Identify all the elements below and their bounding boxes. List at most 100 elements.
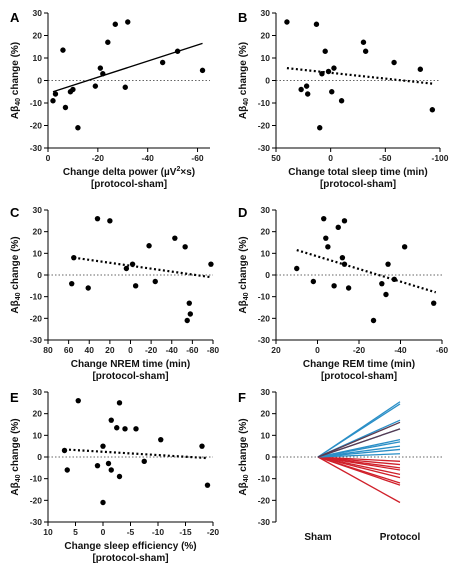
y-tick-label: 30: [33, 387, 43, 397]
y-tick-label: 10: [261, 430, 271, 440]
x-tick-label: -40: [166, 345, 179, 355]
data-point: [94, 462, 101, 469]
x-axis-title: Change sleep efficiency (%): [64, 541, 196, 552]
data-point: [75, 125, 81, 131]
x-axis-subtitle: [protocol-sham]: [320, 179, 396, 190]
y-tick-label: -20: [258, 313, 271, 323]
y-tick-label: 10: [33, 430, 43, 440]
data-point: [129, 261, 136, 267]
data-point: [108, 417, 114, 423]
y-tick-label: 20: [33, 227, 43, 237]
data-point: [341, 218, 348, 224]
data-point: [383, 291, 389, 298]
data-point: [174, 48, 181, 54]
panel-a: A -30 -20 -10 0 10 20 30 Aβ40 change (%) 0 -20 -40 -…: [10, 8, 210, 190]
data-point: [199, 67, 206, 74]
x-tick-label: 0: [46, 153, 51, 163]
increase-line-dark: [317, 428, 401, 458]
x-tick-label: 60: [64, 345, 74, 355]
y-tick-label: 30: [33, 8, 43, 18]
data-point: [204, 482, 211, 488]
y-axis-title: Aβ40 change (%): [238, 236, 250, 313]
data-point: [339, 254, 346, 261]
data-point: [187, 311, 194, 317]
data-point: [385, 261, 391, 267]
data-point: [310, 278, 317, 285]
x-tick-label: -10: [152, 527, 165, 537]
data-point: [92, 83, 99, 89]
data-point: [152, 278, 158, 285]
y-tick-label: 10: [261, 53, 271, 63]
data-point: [313, 21, 320, 27]
x-tick-label: -15: [179, 527, 192, 537]
panel-label: E: [10, 390, 19, 405]
data-point: [105, 39, 111, 45]
x-axis-subtitle: [protocol-sham]: [92, 553, 168, 564]
y-tick-label: 10: [33, 248, 43, 258]
data-point: [294, 265, 300, 272]
x-tick-label: -40: [394, 345, 407, 355]
y-axis-title: Aβ40 change (%): [238, 418, 250, 495]
data-point: [105, 460, 112, 467]
panel-label: F: [238, 390, 246, 405]
x-tick-label: 10: [43, 527, 53, 537]
data-point: [75, 397, 81, 404]
data-point: [305, 91, 311, 97]
increase-line: [317, 453, 401, 458]
panel-label: C: [10, 205, 20, 220]
data-point: [341, 261, 348, 267]
data-point: [429, 107, 436, 113]
data-point: [146, 243, 152, 249]
data-point: [100, 499, 106, 506]
data-point: [331, 65, 337, 71]
trend-line: [296, 249, 437, 294]
x-tick-label: 40: [85, 345, 95, 355]
y-tick-label: -30: [30, 335, 43, 345]
data-point: [85, 285, 91, 291]
x-tick-label: -50: [379, 153, 392, 163]
data-point: [123, 265, 130, 272]
x-axis-title: Change delta power (µV2×s): [63, 166, 195, 178]
y-tick-label: -20: [258, 121, 271, 131]
data-point: [60, 47, 66, 53]
y-tick-label: -30: [30, 143, 43, 153]
data-point: [338, 98, 345, 104]
panel-f: F -30 -20 -10 0 10 20 30 Aβ40 change (%) Sham Prot…: [238, 387, 442, 543]
x-tick-label: 20: [271, 345, 281, 355]
data-point: [303, 83, 310, 89]
data-point: [107, 218, 113, 224]
x-tick-label: -60: [436, 345, 449, 355]
x-tick-label: 5: [73, 527, 78, 537]
x-axis-title: Change NREM time (min): [71, 359, 190, 370]
data-point: [391, 276, 397, 283]
y-tick-label: -30: [30, 517, 43, 527]
x-axis-title: Change REM time (min): [303, 359, 415, 370]
y-tick-label: 30: [261, 387, 271, 397]
y-tick-label: -10: [258, 292, 271, 302]
data-point: [199, 443, 205, 449]
x-tick-label: -20: [353, 345, 366, 355]
y-tick-label: -30: [258, 143, 271, 153]
y-tick-label: 20: [261, 227, 271, 237]
data-point: [70, 86, 76, 93]
y-axis-title: Aβ40 change (%): [238, 42, 250, 119]
panel-label: B: [238, 10, 247, 25]
x-tick-label: -100: [431, 153, 448, 163]
y-tick-label: 20: [261, 409, 271, 419]
y-tick-label: -30: [258, 335, 271, 345]
y-tick-label: 0: [37, 76, 42, 86]
data-point: [370, 317, 377, 324]
data-point: [52, 91, 59, 97]
data-point: [182, 244, 188, 250]
increase-line: [317, 403, 401, 458]
x-tick-label: -40: [142, 153, 155, 163]
y-axis-title: Aβ40 change (%): [10, 418, 22, 495]
x-tick-label: 80: [43, 345, 53, 355]
increase-line: [317, 448, 401, 458]
data-point: [159, 59, 166, 66]
panel-label: A: [10, 10, 20, 25]
x-tick-label: -80: [207, 345, 220, 355]
data-point: [284, 19, 290, 25]
